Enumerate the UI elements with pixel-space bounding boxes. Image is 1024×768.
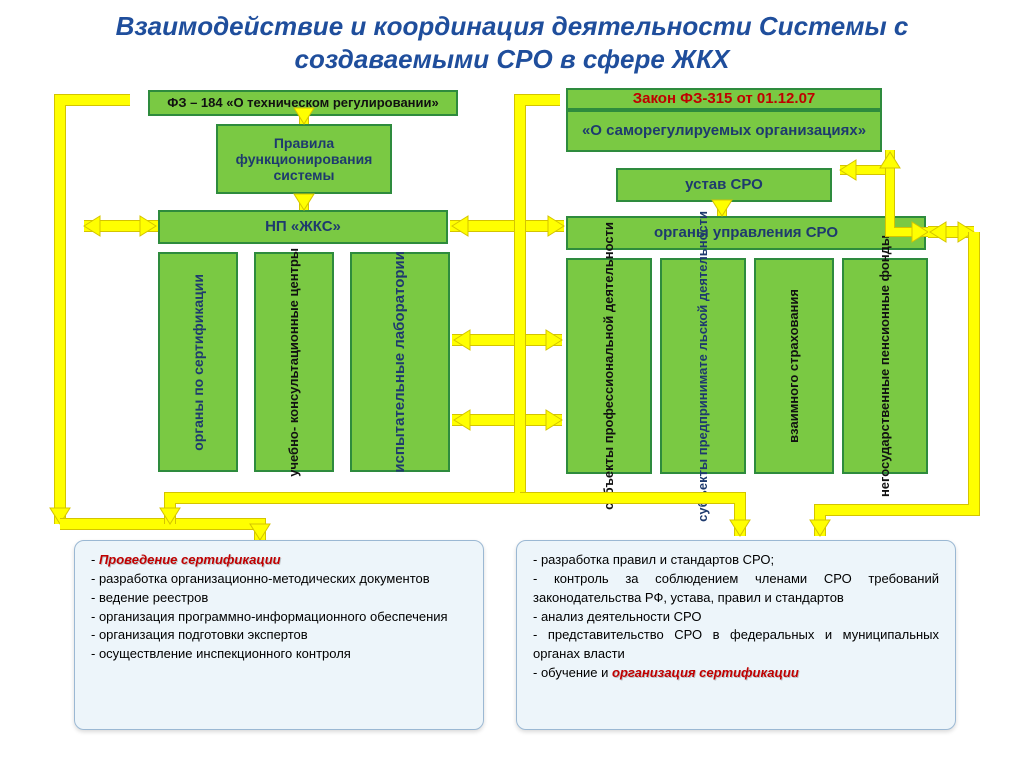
box-organs: органы управления СРО <box>566 216 926 250</box>
panel-item: представительство СРО в федеральных и му… <box>533 626 939 664</box>
box-label: Правила функционирования системы <box>224 135 384 183</box>
box-label: органы по сертификации <box>190 274 206 451</box>
box-ustav: устав СРО <box>616 168 832 202</box>
page-title: Взаимодействие и координация деятельност… <box>0 0 1024 79</box>
panel-item: ведение реестров <box>91 589 467 608</box>
box-v5: субъекты предпринимате льской деятельнос… <box>660 258 746 474</box>
box-v7: негосударственные пенсионные фонды <box>842 258 928 474</box>
panel-item: осуществление инспекционного контроля <box>91 645 467 664</box>
right-info-panel: разработка правил и стандартов СРО;контр… <box>516 540 956 730</box>
box-fz315_1: Закон ФЗ-315 от 01.12.07 <box>566 88 882 110</box>
box-label: учебно- консультационные центры <box>287 248 302 477</box>
box-label: субъекты профессиональной деятельности <box>602 222 617 510</box>
panel-item: обучение и организация сертификации <box>533 664 939 683</box>
box-v2: учебно- консультационные центры <box>254 252 334 472</box>
box-v4: субъекты профессиональной деятельности <box>566 258 652 474</box>
box-v1: органы по сертификации <box>158 252 238 472</box>
box-fz184: ФЗ – 184 «О техническом регулировании» <box>148 90 458 116</box>
panel-item: Проведение сертификации <box>91 551 467 570</box>
box-label: «О саморегулируемых организациях» <box>582 122 866 139</box>
panel-item: разработка организационно-методических д… <box>91 570 467 589</box>
box-label: устав СРО <box>685 176 763 193</box>
panel-item: контроль за соблюдением членами СРО треб… <box>533 570 939 608</box>
box-v6: взаимного страхования <box>754 258 834 474</box>
box-rules: Правила функционирования системы <box>216 124 392 194</box>
box-label: органы управления СРО <box>654 224 838 241</box>
box-label: субъекты предпринимате льской деятельнос… <box>696 211 711 522</box>
box-label: ФЗ – 184 «О техническом регулировании» <box>167 96 439 111</box>
left-info-panel: Проведение сертификацииразработка органи… <box>74 540 484 730</box>
box-label: испытательные лаборатории <box>391 251 408 473</box>
box-v3: испытательные лаборатории <box>350 252 450 472</box>
box-label: негосударственные пенсионные фонды <box>878 235 893 497</box>
panel-item: организация программно-информационного о… <box>91 608 467 627</box>
box-fz315_2: «О саморегулируемых организациях» <box>566 110 882 152</box>
panel-item: разработка правил и стандартов СРО; <box>533 551 939 570</box>
panel-item: анализ деятельности СРО <box>533 608 939 627</box>
box-npzhks: НП «ЖКС» <box>158 210 448 244</box>
panel-item: организация подготовки экспертов <box>91 626 467 645</box>
box-label: НП «ЖКС» <box>265 218 341 235</box>
box-label: взаимного страхования <box>787 289 802 443</box>
box-label: Закон ФЗ-315 от 01.12.07 <box>633 90 816 107</box>
